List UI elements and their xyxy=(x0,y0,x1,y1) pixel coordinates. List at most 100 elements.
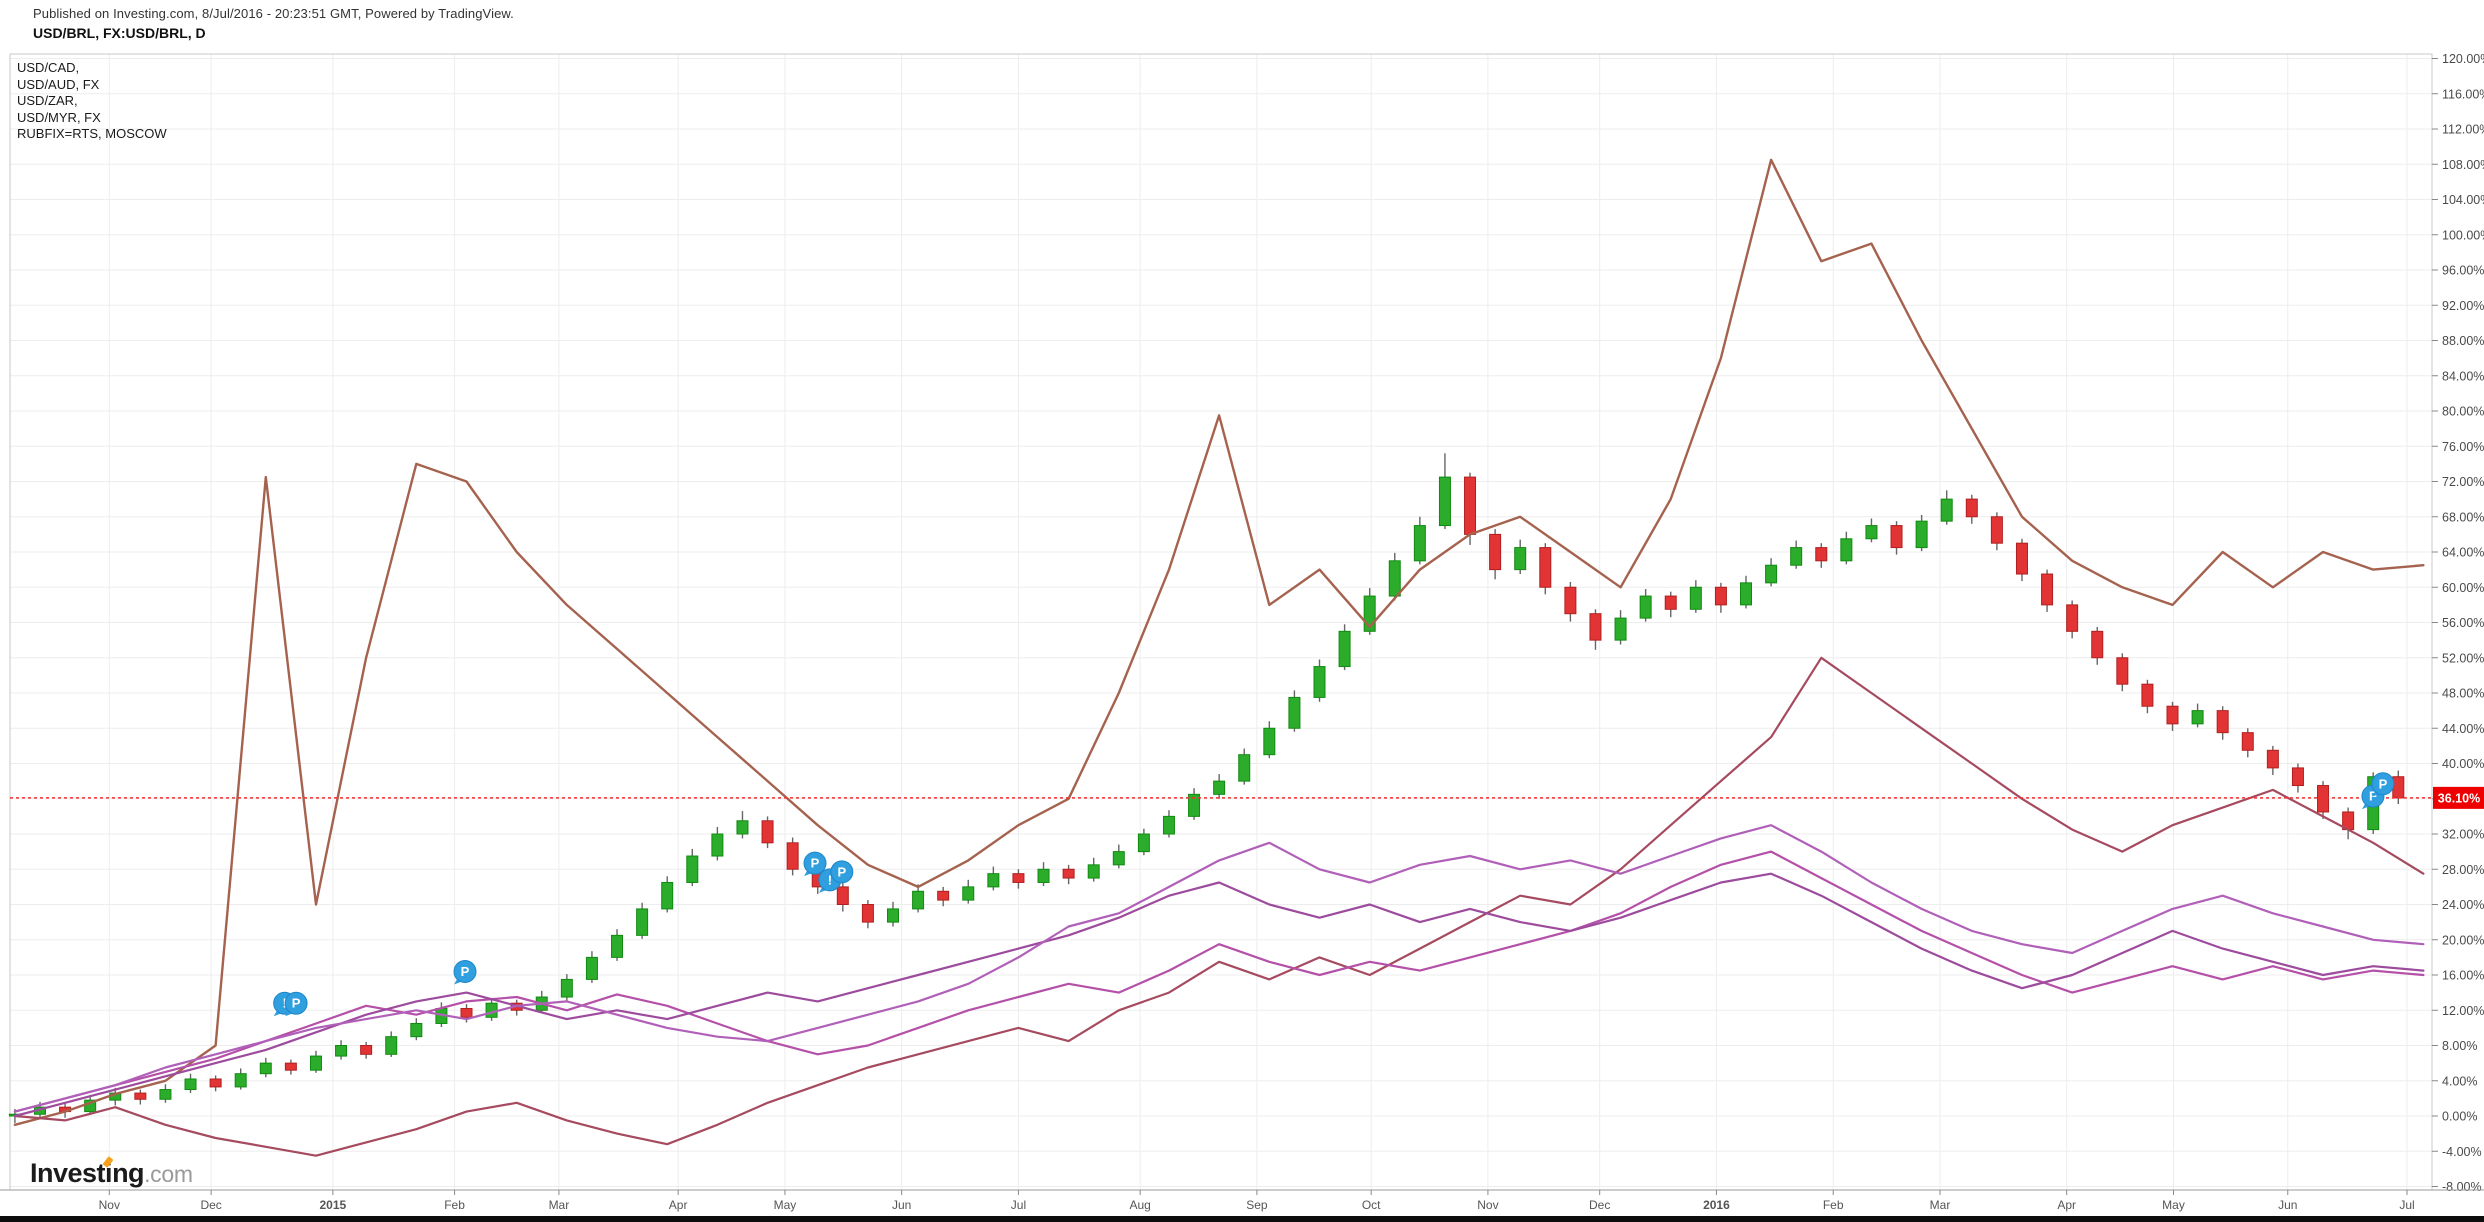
x-tick-label: Jul xyxy=(2399,1198,2414,1212)
event-marker-bubble[interactable]: P xyxy=(453,959,477,985)
y-tick-label: 84.00% xyxy=(2442,369,2484,383)
bubble-tail xyxy=(2371,789,2380,797)
legend-item-usdcad: USD/CAD, xyxy=(17,60,80,75)
candle-down xyxy=(2241,732,2254,751)
candle-down xyxy=(2291,767,2304,787)
compare-line-usd-cad xyxy=(13,850,2425,1113)
compare-line-usd-myr xyxy=(13,824,2425,1113)
x-tick-label: May xyxy=(2162,1198,2185,1212)
logo-tld: .com xyxy=(144,1161,193,1187)
y-tick-label: 100.00% xyxy=(2442,228,2484,242)
candle-up xyxy=(1288,696,1301,729)
x-tick-label: Aug xyxy=(1129,1198,1150,1212)
candle-down xyxy=(2091,630,2104,659)
candle-up xyxy=(335,1045,348,1057)
y-tick-label: 56.00% xyxy=(2442,616,2484,630)
candle-down xyxy=(2266,749,2279,769)
x-tick-label: Oct xyxy=(1362,1198,1381,1212)
candle-up xyxy=(1639,595,1652,619)
candle-down xyxy=(1664,595,1677,610)
bubble-circle[interactable] xyxy=(2371,772,2395,796)
candle-down xyxy=(761,820,774,844)
legend-item-usdzar: USD/ZAR, xyxy=(17,93,78,108)
candle-down xyxy=(2216,710,2229,734)
candle-up xyxy=(1313,666,1326,698)
legend-item-usdmyr: USD/MYR, FX xyxy=(17,109,101,125)
compare-symbols-legend: USD/CAD, USD/AUD, FX USD/ZAR, USD/MYR, F… xyxy=(17,60,167,143)
candle-up xyxy=(1363,595,1376,632)
investing-logo: Investing.com xyxy=(30,1158,193,1188)
candle-down xyxy=(786,842,799,870)
candle-up xyxy=(636,908,649,936)
bubble-circle[interactable] xyxy=(453,959,477,983)
bubble-tail xyxy=(454,977,463,985)
candle-up xyxy=(661,881,674,910)
bubble-circle[interactable] xyxy=(803,851,827,875)
candle-down xyxy=(460,1007,473,1018)
bottom-border-bar xyxy=(0,1216,2484,1222)
candle-up xyxy=(309,1055,322,1071)
y-tick-label: -8.00% xyxy=(2442,1180,2482,1194)
candle-up xyxy=(1213,780,1226,795)
candle-down xyxy=(2317,785,2330,813)
compare-line-rubfix-rts xyxy=(13,158,2425,1127)
candle-up xyxy=(1112,851,1125,866)
grid-lines xyxy=(10,54,2432,1190)
symbol-title: USD/BRL, FX:USD/BRL, D xyxy=(33,25,206,41)
event-marker-bubble[interactable]: P xyxy=(284,991,308,1017)
event-markers[interactable]: !PPP!PFP xyxy=(273,772,2395,1017)
candle-up xyxy=(962,886,975,901)
candle-up xyxy=(1037,868,1050,883)
bubble-circle[interactable] xyxy=(284,991,308,1015)
candle-down xyxy=(1464,476,1477,535)
candle-down xyxy=(2392,776,2405,799)
candle-up xyxy=(1263,727,1276,756)
candle-down xyxy=(134,1092,147,1100)
y-tick-label: 52.00% xyxy=(2442,651,2484,665)
published-on-line: Published on Investing.com, 8/Jul/2016 -… xyxy=(33,6,514,21)
candle-down xyxy=(937,890,950,901)
y-tick-label: 60.00% xyxy=(2442,581,2484,595)
candle-up xyxy=(1087,864,1100,879)
y-tick-label: 104.00% xyxy=(2442,193,2484,207)
candle-up xyxy=(1388,560,1401,597)
y-tick-label: 32.00% xyxy=(2442,828,2484,842)
candle-up xyxy=(385,1036,398,1055)
y-axis: 120.00% 116.00% 112.00% 108.00% 104.00% 100.0… xyxy=(2432,52,2484,1194)
candle-up xyxy=(234,1073,247,1088)
candle-up xyxy=(611,934,624,958)
x-tick-label: Nov xyxy=(99,1198,120,1212)
candle-down xyxy=(1489,533,1502,571)
y-tick-label: 76.00% xyxy=(2442,440,2484,454)
candle-up xyxy=(711,833,724,857)
y-tick-label: 88.00% xyxy=(2442,334,2484,348)
event-marker-bubble[interactable]: P xyxy=(830,860,854,885)
bubble-letter: P xyxy=(811,856,820,871)
x-tick-label: Jul xyxy=(1011,1198,1026,1212)
x-tick-label: Feb xyxy=(444,1198,465,1212)
candle-down xyxy=(1990,516,2003,544)
bubble-circle[interactable] xyxy=(830,860,854,884)
event-marker-bubble[interactable]: P xyxy=(2371,772,2395,797)
bubble-letter: P xyxy=(292,996,301,1011)
candle-up xyxy=(259,1062,272,1075)
candle-up xyxy=(912,890,925,910)
y-tick-label: 92.00% xyxy=(2442,299,2484,313)
y-tick-label: 68.00% xyxy=(2442,510,2484,524)
event-marker-bubble[interactable]: P xyxy=(803,851,827,877)
candle-up xyxy=(1614,617,1627,641)
x-tick-label: Mar xyxy=(1930,1198,1951,1212)
bubble-letter: P xyxy=(2379,776,2388,791)
x-tick-label: Sep xyxy=(1246,1198,1268,1212)
candle-up xyxy=(1162,815,1175,835)
x-tick-label: Nov xyxy=(1477,1198,1498,1212)
candle-down xyxy=(1890,525,1903,549)
y-tick-label: 112.00% xyxy=(2442,123,2484,137)
bubble-letter: P xyxy=(461,964,470,979)
candle-up xyxy=(1438,476,1451,527)
bubble-tail xyxy=(830,877,839,885)
y-tick-label: 80.00% xyxy=(2442,405,2484,419)
y-tick-label: 44.00% xyxy=(2442,722,2484,736)
compare-line-usd-zar xyxy=(13,656,2425,1157)
